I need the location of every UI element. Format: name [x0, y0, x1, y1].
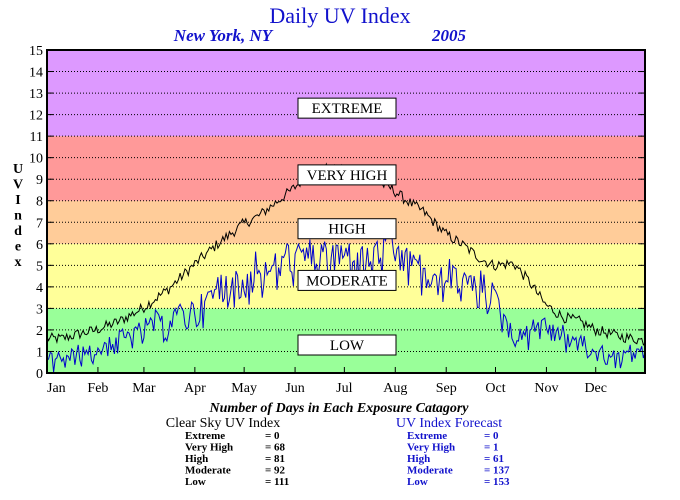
y-tick-label: 14: [29, 66, 43, 81]
x-tick-label: Aug: [383, 381, 407, 396]
y-tick-label: 4: [36, 281, 43, 296]
chart-location: New York, NY: [173, 26, 274, 45]
summary-row-value: = 1: [484, 442, 499, 454]
summary-row-value: = 68: [265, 442, 286, 454]
y-axis-label-char: I: [15, 193, 20, 208]
svg-text:LOW: LOW: [330, 338, 365, 354]
summary-row-label: High: [185, 453, 208, 465]
x-tick-label: Apr: [184, 381, 206, 396]
x-tick-label: Jul: [336, 381, 352, 396]
y-tick-label: 10: [29, 152, 43, 167]
y-axis-label-char: d: [14, 224, 22, 239]
y-axis-label-char: x: [15, 255, 22, 270]
summary-row-label: Very High: [185, 442, 233, 454]
summary-row-label: Moderate: [407, 465, 453, 477]
y-axis-label-char: n: [14, 209, 22, 224]
x-tick-label: Sep: [436, 381, 457, 396]
y-axis-label-char: U: [13, 162, 23, 177]
band-label-moderate: MODERATE: [297, 269, 397, 291]
summary-row-value: = 0: [484, 430, 499, 442]
summary-row-label: Low: [185, 476, 206, 488]
x-tick-label: Dec: [584, 381, 607, 396]
summary-row-label: Extreme: [185, 430, 225, 442]
summary-row-value: = 0: [265, 430, 280, 442]
summary-row-label: Extreme: [407, 430, 447, 442]
summary-row-value: = 61: [484, 453, 504, 465]
y-tick-label: 5: [36, 259, 43, 274]
summary-row-label: High: [407, 453, 430, 465]
summary-row-value: = 111: [265, 476, 289, 488]
svg-text:VERY HIGH: VERY HIGH: [307, 168, 388, 184]
summary-row-label: Low: [407, 476, 428, 488]
y-tick-label: 6: [36, 238, 43, 253]
x-axis-ticks: Jan Feb Mar Apr May Jun Jul Aug Sep Oct Nov Dec: [46, 367, 607, 396]
x-tick-label: Oct: [485, 381, 505, 396]
summary-row-value: = 92: [265, 465, 286, 477]
svg-text:HIGH: HIGH: [328, 222, 366, 238]
forecast-series-line: [46, 233, 646, 373]
svg-text:EXTREME: EXTREME: [312, 101, 383, 117]
x-tick-label: Feb: [87, 381, 108, 396]
summary-row-label: Moderate: [185, 465, 231, 477]
svg-text:MODERATE: MODERATE: [306, 273, 388, 289]
summary-group-title: UV Index Forecast: [396, 416, 502, 431]
chart-title: Daily UV Index: [269, 3, 410, 28]
y-tick-label: 7: [36, 216, 43, 231]
band-label-extreme: EXTREME: [297, 97, 397, 119]
x-tick-label: Mar: [132, 381, 156, 396]
x-tick-label: Nov: [534, 381, 558, 396]
band-label-very-high: VERY HIGH: [297, 164, 397, 186]
y-axis-label-char: e: [15, 240, 21, 255]
summary-row-value: = 153: [484, 476, 510, 488]
summary-row-label: Very High: [407, 442, 455, 454]
summary-row-value: = 137: [484, 465, 510, 477]
y-axis-label-char: V: [13, 178, 23, 193]
x-tick-label: Jun: [285, 381, 304, 396]
y-tick-label: 3: [36, 302, 43, 317]
x-tick-label: May: [231, 381, 257, 396]
chart-year: 2005: [431, 26, 467, 45]
summary-heading: Number of Days in Each Exposure Catagory: [208, 401, 469, 416]
y-tick-label: 8: [36, 195, 43, 210]
band-labels: LOW MODERATE HIGH VERY HIGH EXTREME: [297, 97, 397, 356]
band-extreme: [47, 50, 645, 137]
y-tick-label: 15: [29, 44, 43, 59]
y-tick-label: 12: [29, 109, 43, 124]
y-tick-label: 11: [30, 130, 43, 145]
y-tick-label: 9: [36, 173, 43, 188]
y-tick-label: 13: [29, 87, 43, 102]
x-tick-label: Jan: [47, 381, 66, 396]
y-tick-label: 2: [36, 324, 43, 339]
band-label-high: HIGH: [297, 218, 397, 240]
y-tick-label: 0: [36, 367, 43, 382]
summary-row-value: = 81: [265, 453, 285, 465]
summary-group-title: Clear Sky UV Index: [166, 416, 280, 431]
y-tick-label: 1: [36, 345, 43, 360]
band-label-low: LOW: [297, 334, 397, 356]
plot-frame: [46, 49, 646, 374]
